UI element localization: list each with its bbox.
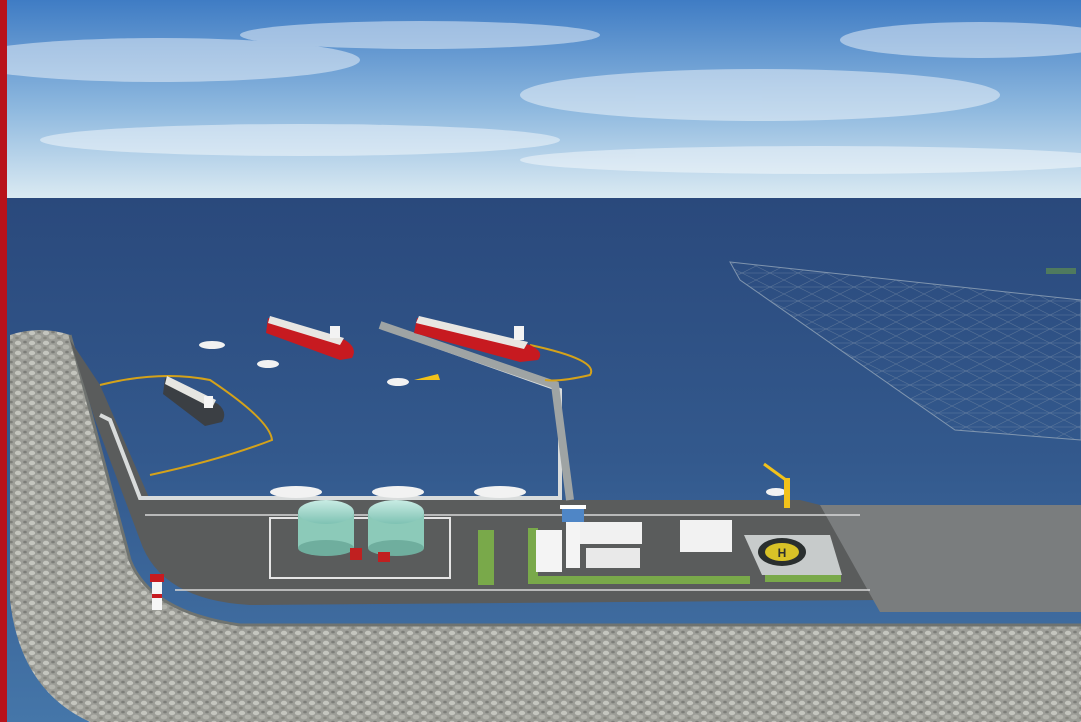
- helipad: H: [744, 535, 842, 575]
- sky: [7, 0, 1081, 200]
- distant-vessel: [1046, 268, 1076, 274]
- warehouse-building: [680, 520, 732, 552]
- jetty: [378, 321, 574, 501]
- grass-strip-2: [528, 528, 538, 584]
- oil-boom-right: [529, 344, 593, 382]
- svg-text:H: H: [778, 546, 787, 560]
- yellow-vessel: [414, 374, 440, 380]
- expansion-area: [820, 505, 1081, 612]
- accent-bar: [0, 0, 7, 722]
- control-tower: [560, 505, 586, 568]
- breakwater-edge: [68, 334, 1081, 627]
- lighthouse-icon: [150, 574, 164, 610]
- tugboat-group: [199, 341, 786, 498]
- tanker-ship-2: [414, 316, 541, 362]
- grass-strip-4: [765, 572, 841, 582]
- administration-building: [536, 522, 642, 572]
- tanker-ship-1: [266, 316, 354, 360]
- offshore-pier: [729, 261, 1081, 441]
- clouds: [0, 21, 1081, 174]
- grass-strip-3: [530, 576, 750, 584]
- oil-boom-left: [99, 375, 274, 476]
- breakwater: [10, 330, 1081, 722]
- crane-icon: [763, 462, 790, 508]
- harbor-deck: [70, 340, 880, 605]
- grass-strip: [478, 530, 494, 585]
- storage-tank-compound: [269, 500, 451, 579]
- tanker-ship-3: [163, 376, 225, 426]
